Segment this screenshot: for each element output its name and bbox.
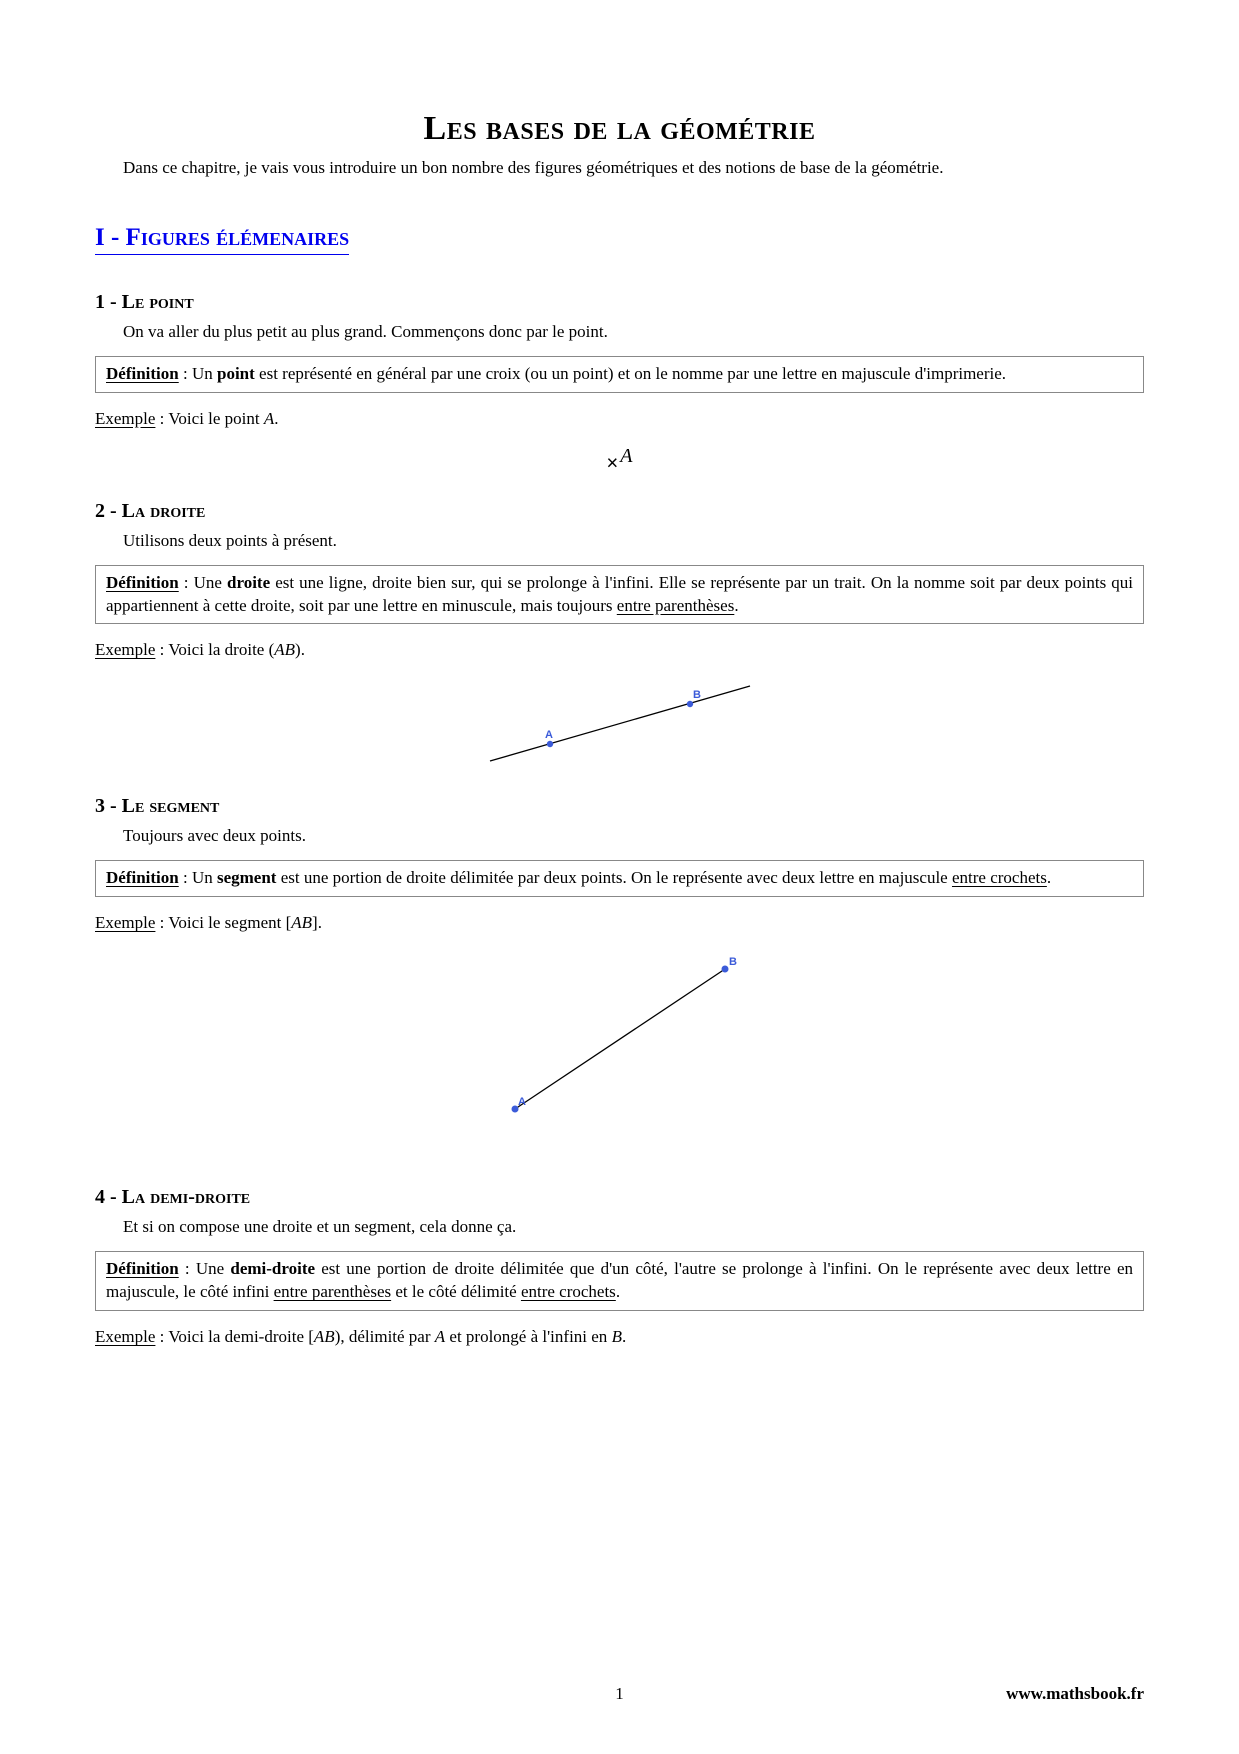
example-droite: Exemple : Voici la droite (AB). [95, 640, 1144, 660]
subsection-droite-heading: 2 - La droite [95, 500, 1144, 523]
droite-text: Utilisons deux points à présent. [95, 531, 1144, 551]
segment-diagram-icon: A B [480, 949, 760, 1124]
demidroite-text: Et si on compose une droite et un segmen… [95, 1217, 1144, 1237]
example-demidroite: Exemple : Voici la demi-droite [AB), dél… [95, 1327, 1144, 1347]
page-number: 1 [95, 1684, 1144, 1704]
subsection-demidroite-heading: 4 - La demi-droite [95, 1186, 1144, 1209]
point-text: On va aller du plus petit au plus grand.… [95, 322, 1144, 342]
section-figures: I - Figures élémenaires 1 - Le point On … [95, 214, 1144, 1347]
definition-droite: Définition : Une droite est une ligne, d… [95, 565, 1144, 625]
def-label: Définition [106, 364, 179, 383]
point-a-dot [546, 741, 552, 747]
definition-demidroite: Définition : Une demi-droite est une por… [95, 1251, 1144, 1311]
segment-text: Toujours avec deux points. [95, 826, 1144, 846]
figure-segment: A B [95, 949, 1144, 1124]
segment-point-b-label: B [729, 956, 737, 968]
def-term: point [217, 364, 255, 383]
site-url: www.mathsbook.fr [1006, 1684, 1144, 1704]
segment-point-b-dot [721, 966, 728, 973]
segment-point-a-label: A [518, 1096, 526, 1108]
point-cross-icon: × [607, 453, 619, 475]
page-footer: 1 www.mathsbook.fr [95, 1684, 1144, 1704]
point-b-label: B [693, 689, 701, 701]
segment-line [515, 969, 725, 1109]
point-b-dot [686, 701, 692, 707]
example-point: Exemple : Voici le point A. [95, 409, 1144, 429]
line-segment [490, 686, 750, 761]
definition-segment: Définition : Un segment est une portion … [95, 860, 1144, 897]
point-a-label: A [545, 729, 553, 741]
page-title: Les bases de la géométrie [95, 110, 1144, 148]
subsection-segment-heading: 3 - Le segment [95, 795, 1144, 818]
line-diagram-icon: A B [475, 676, 765, 771]
subsection-point-heading: 1 - Le point [95, 291, 1144, 314]
intro-text: Dans ce chapitre, je vais vous introduir… [95, 158, 1144, 178]
figure-point: ×A [95, 445, 1144, 476]
section-heading: I - Figures élémenaires [95, 224, 349, 255]
point-label: A [620, 445, 632, 467]
definition-point: Définition : Un point est représenté en … [95, 356, 1144, 393]
example-segment: Exemple : Voici le segment [AB]. [95, 913, 1144, 933]
page: Les bases de la géométrie Dans ce chapit… [0, 0, 1239, 1754]
figure-droite: A B [95, 676, 1144, 771]
